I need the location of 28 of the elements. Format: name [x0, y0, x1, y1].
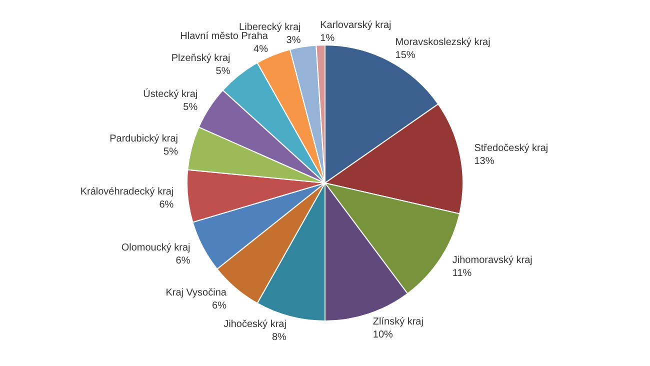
- slice-label: Zlínský kraj: [372, 316, 424, 328]
- data-label: 6%: [212, 300, 227, 312]
- data-label: 8%: [272, 332, 287, 344]
- data-label: 10%: [372, 329, 394, 340]
- data-label: 5%: [164, 146, 178, 158]
- data-label: 5%: [183, 102, 198, 114]
- data-label: 13%: [474, 156, 494, 167]
- data-label: 6%: [176, 255, 190, 266]
- slice-label: Plzeňský kraj: [171, 53, 230, 64]
- slice-label: Ústecký kraj: [143, 88, 198, 100]
- data-label: 11%: [452, 268, 472, 279]
- slice-label: Pardubický kraj: [110, 133, 178, 144]
- data-label: 15%: [395, 50, 416, 62]
- data-label: 5%: [216, 66, 230, 78]
- data-label: 6%: [159, 200, 174, 211]
- data-label: 1%: [320, 33, 335, 44]
- slice-label: Královéhradecký kraj: [80, 186, 174, 198]
- slice-label: Liberecký kraj: [239, 22, 301, 33]
- data-label: 4%: [254, 44, 268, 56]
- slice-label: Olomoucký kraj: [121, 242, 190, 254]
- slice-label: Hlavní město Praha: [180, 31, 268, 42]
- slice-label: Kraj Vysočina: [166, 288, 227, 299]
- slice-label: Středočeský kraj: [474, 142, 548, 154]
- slice-label: Jihočeský kraj: [224, 319, 286, 330]
- slice-label: Jihomoravský kraj: [452, 254, 532, 266]
- slice-label: Karlovarský kraj: [320, 20, 392, 32]
- slice-label: Moravskoslezský kraj: [395, 37, 490, 48]
- data-label: 3%: [286, 34, 301, 46]
